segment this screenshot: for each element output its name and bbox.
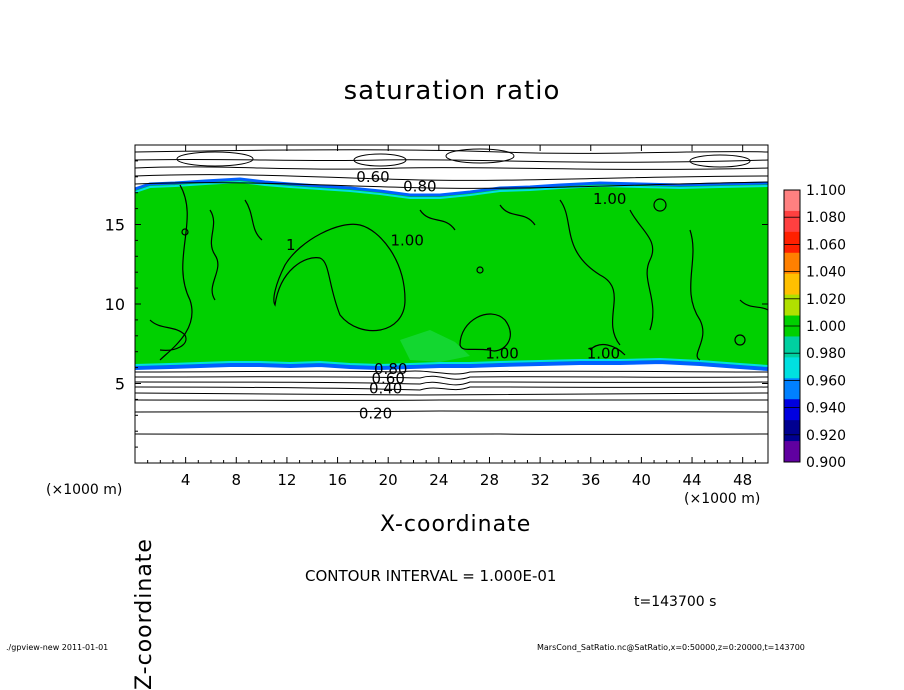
colorbar: 1.100 1.080 1.060 1.040 1.020 1.000 0.980 0.960… bbox=[783, 183, 846, 471]
colorbar-swatch bbox=[784, 336, 800, 358]
colorbar-swatch bbox=[784, 441, 800, 463]
contour-label: 1.00 bbox=[485, 344, 518, 362]
x-unit-label-left: (×1000 m) bbox=[46, 482, 123, 498]
colorbar-level-label: 0.940 bbox=[806, 401, 846, 417]
y-axis: 5 10 15 bbox=[105, 160, 768, 448]
lower-edge-cyan-band bbox=[135, 357, 768, 367]
colorbar-level-label: 1.060 bbox=[806, 237, 846, 253]
time-label: t=143700 s bbox=[634, 594, 717, 610]
upper-edge-cyan-band bbox=[135, 180, 768, 199]
saturated-region bbox=[135, 178, 768, 368]
colorbar-swatch bbox=[784, 273, 800, 296]
y-axis-label: Z-coordinate bbox=[132, 538, 157, 690]
y-tick-label: 15 bbox=[105, 216, 125, 235]
contour-interval: CONTOUR INTERVAL = 1.000E-01 bbox=[305, 567, 557, 585]
footer-left: ./gpview-new 2011-01-01 bbox=[6, 643, 109, 652]
contour-label: 0.40 bbox=[369, 379, 402, 397]
x-tick-label: 48 bbox=[733, 471, 752, 489]
colorbar-swatch bbox=[784, 210, 800, 233]
upper-contours bbox=[135, 148, 768, 189]
x-tick-label: 12 bbox=[277, 471, 296, 489]
x-tick-label: 4 bbox=[181, 471, 191, 489]
contour-label: 1.00 bbox=[593, 190, 626, 208]
contour-label: 0.80 bbox=[403, 177, 436, 195]
x-tick-label: 24 bbox=[429, 471, 448, 489]
colorbar-level-label: 1.100 bbox=[806, 183, 846, 199]
lighter-green-patch bbox=[400, 330, 470, 362]
contour-label: 1 bbox=[286, 236, 296, 254]
footer-right: MarsCond_SatRatio.nc@SatRatio,x=0:50000,… bbox=[537, 643, 805, 652]
x-tick-label: 36 bbox=[581, 471, 600, 489]
x-tick-label: 16 bbox=[328, 471, 347, 489]
contour-label: 0.20 bbox=[359, 405, 392, 423]
chart-title: saturation ratio bbox=[343, 76, 561, 106]
colorbar-level-label: 1.020 bbox=[806, 292, 846, 308]
contour-label: 0.60 bbox=[371, 370, 404, 388]
x-tick-label: 20 bbox=[379, 471, 398, 489]
interior-contours bbox=[149, 184, 768, 361]
x-axis: 4 8 12 16 20 24 28 32 36 40 44 48 bbox=[147, 145, 756, 489]
colorbar-level-label: 1.000 bbox=[806, 319, 846, 335]
contour-label: 1.00 bbox=[587, 344, 620, 362]
colorbar-level-label: 1.080 bbox=[806, 210, 846, 226]
colorbar-level-label: 0.920 bbox=[806, 428, 846, 444]
lower-edge-blue-band bbox=[135, 359, 768, 371]
colorbar-swatch bbox=[784, 252, 800, 275]
y-tick-label: 5 bbox=[115, 375, 125, 394]
colorbar-level-label: 0.960 bbox=[806, 373, 846, 389]
colorbar-level-label: 1.040 bbox=[806, 265, 846, 281]
colorbar-swatch bbox=[784, 399, 800, 421]
x-tick-label: 28 bbox=[480, 471, 499, 489]
lower-contours bbox=[135, 370, 768, 435]
x-tick-label: 44 bbox=[682, 471, 701, 489]
contour-label: 0.80 bbox=[374, 360, 407, 378]
upper-edge-blue-band bbox=[135, 177, 768, 197]
x-unit-label-right: (×1000 m) bbox=[684, 491, 761, 507]
colorbar-swatch bbox=[784, 420, 800, 442]
x-axis-label: X-coordinate bbox=[380, 512, 532, 537]
contour-label: 0.60 bbox=[356, 168, 389, 186]
colorbar-swatch bbox=[784, 190, 800, 212]
colorbar-level-label: 0.980 bbox=[806, 346, 846, 362]
x-tick-label: 40 bbox=[632, 471, 651, 489]
colorbar-swatch bbox=[784, 294, 800, 317]
y-tick-label: 10 bbox=[105, 295, 125, 314]
colorbar-swatch bbox=[784, 357, 800, 379]
colorbar-swatch bbox=[784, 231, 800, 254]
x-tick-label: 8 bbox=[232, 471, 242, 489]
contour-label: 1.00 bbox=[390, 231, 423, 249]
colorbar-swatch bbox=[784, 378, 800, 400]
x-tick-label: 32 bbox=[531, 471, 550, 489]
colorbar-level-label: 0.900 bbox=[806, 455, 846, 471]
